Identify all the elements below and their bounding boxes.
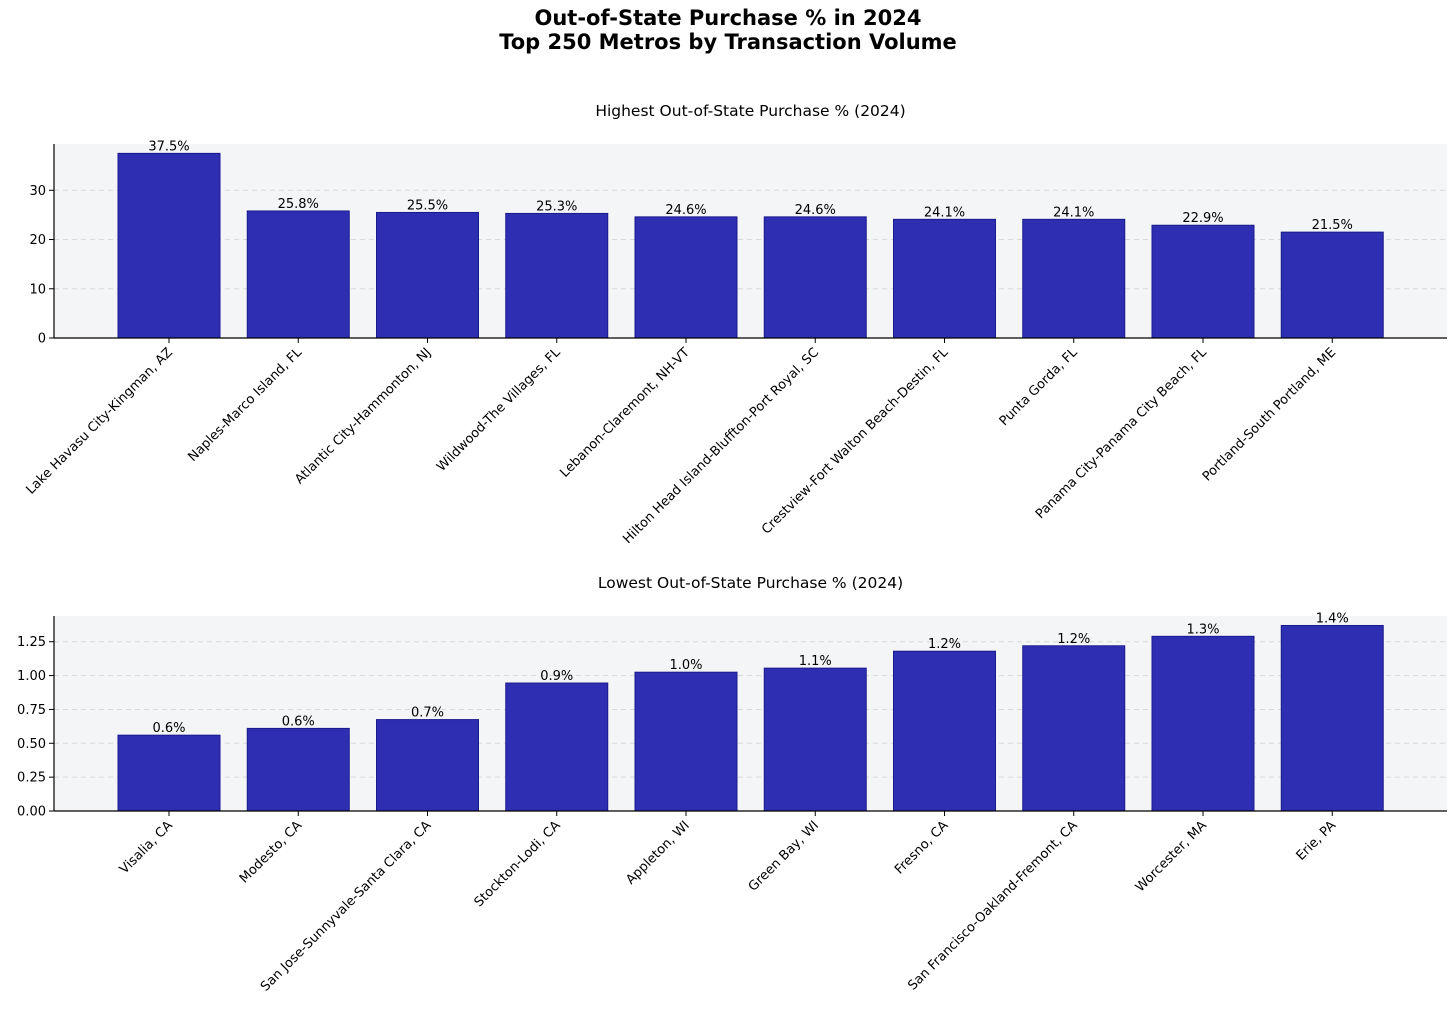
y-tick-label: 30 (29, 184, 46, 199)
x-tick-label: Lake Havasu City-Kingman, AZ (23, 345, 175, 497)
bar (505, 212, 609, 339)
bar (1280, 624, 1384, 812)
figure-title-line-2: Top 250 Metros by Transaction Volume (499, 30, 957, 54)
data-label: 0.6% (282, 714, 315, 729)
bar (376, 719, 479, 812)
figure-title-line-1: Out-of-State Purchase % in 2024 (534, 6, 922, 30)
bar (763, 667, 867, 812)
x-tick-label: Modesto, CA (237, 818, 305, 886)
y-tick-label: 0.50 (17, 737, 46, 752)
x-tick-label: Wildwood-The Villages, FL (434, 345, 564, 475)
bar (117, 734, 221, 812)
bar (763, 216, 867, 339)
chart-panel-2: Lowest Out-of-State Purchase % (2024) 0.0… (17, 574, 1447, 995)
x-tick-label: Appleton, WI (623, 818, 692, 887)
data-label: 24.1% (1053, 205, 1094, 220)
bar (117, 152, 221, 339)
figure-title: Out-of-State Purchase % in 2024 Top 250 … (0, 6, 1456, 54)
y-tick-label: 0.25 (17, 771, 46, 786)
bar (1151, 224, 1255, 339)
bar (634, 671, 738, 812)
data-label: 37.5% (148, 139, 189, 154)
data-label: 1.2% (928, 637, 961, 652)
data-label: 21.5% (1312, 218, 1353, 233)
data-label: 0.7% (411, 706, 444, 721)
bar (893, 218, 996, 339)
bar (376, 211, 479, 339)
y-tick-label: 0.00 (17, 805, 46, 820)
y-tick-label: 1.00 (17, 669, 46, 684)
x-tick-label: Erie, PA (1294, 818, 1340, 864)
data-label: 25.3% (536, 199, 577, 214)
bar (246, 727, 350, 812)
data-label: 0.9% (540, 669, 573, 684)
data-label: 1.3% (1186, 622, 1219, 637)
data-label: 1.4% (1316, 611, 1349, 626)
bar (1280, 231, 1384, 339)
x-tick-label: Fresno, CA (892, 818, 951, 877)
y-tick-label: 1.25 (17, 635, 46, 650)
x-tick-label: Visalia, CA (117, 818, 176, 877)
x-tick-label: Portland-South Portland, ME (1200, 345, 1339, 484)
data-label: 24.6% (665, 203, 706, 218)
chart-panel-1: Highest Out-of-State Purchase % (2024) 0 1… (23, 102, 1447, 547)
bar (1022, 645, 1126, 812)
data-label: 0.6% (152, 721, 185, 736)
bar (1022, 218, 1126, 339)
x-tick-label: Green Bay, WI (746, 818, 822, 894)
data-label: 25.8% (278, 197, 319, 212)
x-tick-label: Lebanon-Claremont, NH-VT (557, 345, 692, 480)
data-label: 1.2% (1057, 632, 1090, 647)
data-label: 22.9% (1182, 211, 1223, 226)
y-tick-label: 0.75 (17, 703, 46, 718)
x-tick-label: Stockton-Lodi, CA (472, 818, 564, 910)
x-tick-label: Atlantic City-Hammonton, NJ (292, 345, 434, 487)
x-tick-label: Punta Gorda, FL (997, 345, 1081, 429)
x-tick-label: Worcester, MA (1133, 818, 1210, 895)
data-label: 1.1% (799, 654, 832, 669)
bar (1151, 635, 1255, 812)
subplot-title: Highest Out-of-State Purchase % (2024) (595, 102, 905, 120)
y-tick-label: 10 (29, 282, 46, 297)
x-tick-label: Naples-Marco Island, FL (185, 345, 305, 465)
y-tick-label: 0 (38, 332, 46, 347)
data-label: 24.1% (924, 205, 965, 220)
bar (893, 650, 996, 812)
bar (634, 216, 738, 339)
data-label: 24.6% (795, 203, 836, 218)
y-tick-label: 20 (29, 233, 46, 248)
subplot-title: Lowest Out-of-State Purchase % (2024) (598, 574, 903, 592)
bar (246, 210, 350, 339)
bar (505, 682, 609, 812)
data-label: 1.0% (669, 658, 702, 673)
data-label: 25.5% (407, 198, 448, 213)
